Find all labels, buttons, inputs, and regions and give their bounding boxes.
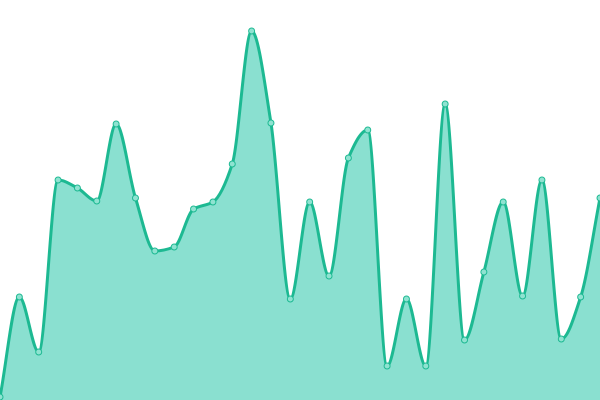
- data-point-7: [131, 194, 139, 202]
- data-point-28: [538, 176, 546, 184]
- data-point-12: [228, 160, 236, 168]
- data-point-2: [35, 348, 43, 356]
- data-point-25: [480, 268, 488, 276]
- data-point-22: [422, 362, 430, 370]
- data-point-21: [402, 295, 410, 303]
- data-point-31: [596, 194, 600, 202]
- data-point-27: [519, 292, 527, 300]
- data-point-13: [248, 27, 256, 35]
- data-point-11: [209, 198, 217, 206]
- data-point-30: [577, 293, 585, 301]
- data-point-9: [170, 243, 178, 251]
- data-point-26: [499, 198, 507, 206]
- data-point-5: [93, 197, 101, 205]
- data-point-15: [286, 295, 294, 303]
- area-fill: [0, 31, 600, 400]
- data-point-19: [364, 126, 372, 134]
- data-point-20: [383, 362, 391, 370]
- data-point-14: [267, 119, 275, 127]
- data-point-16: [306, 198, 314, 206]
- data-point-1: [15, 293, 23, 301]
- data-point-17: [325, 272, 333, 280]
- data-point-23: [441, 100, 449, 108]
- data-points: [0, 27, 600, 400]
- data-point-29: [557, 335, 565, 343]
- data-point-0: [0, 393, 4, 400]
- data-point-18: [344, 154, 352, 162]
- data-point-8: [151, 247, 159, 255]
- data-point-10: [190, 205, 198, 213]
- data-point-6: [112, 120, 120, 128]
- data-point-3: [54, 176, 62, 184]
- data-point-4: [73, 184, 81, 192]
- data-point-24: [461, 336, 469, 344]
